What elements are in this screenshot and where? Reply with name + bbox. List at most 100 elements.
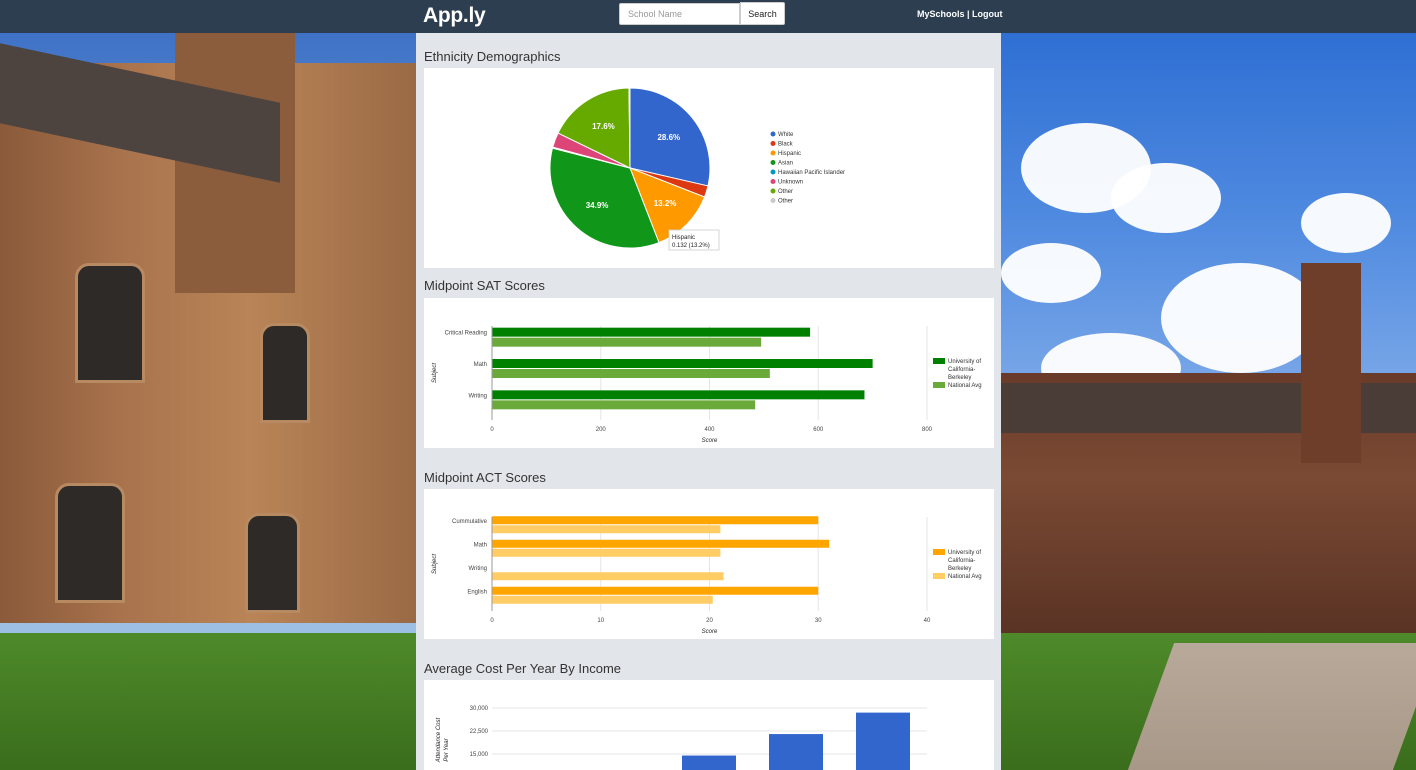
- y-axis-title: Subject: [432, 554, 438, 574]
- act-section-title: Midpoint ACT Scores: [424, 470, 546, 485]
- cost-section-title: Average Cost Per Year By Income: [424, 661, 622, 676]
- legend-label: Other: [778, 189, 793, 195]
- window-2: [260, 323, 310, 423]
- x-tick-label: 40: [924, 618, 931, 624]
- y-tick-label: Critical Reading: [445, 331, 487, 337]
- myschools-link[interactable]: MySchools: [917, 9, 965, 19]
- pie-tooltip-label: Hispanic: [672, 235, 695, 241]
- pie-slice-label: 13.2%: [654, 199, 677, 208]
- bar-school: [492, 516, 819, 525]
- act-chart-panel: 0 10 20 30 40 Cummulative Math Writing English Sc…: [424, 489, 994, 639]
- legend-label: Berkeley: [948, 566, 971, 572]
- pie-slice-label: 28.6%: [657, 133, 680, 142]
- logout-link[interactable]: Logout: [972, 9, 1003, 19]
- bar-school: [492, 359, 873, 368]
- sat-bar-chart: 0 200 400 600 800 Critical Reading Math Writing…: [432, 326, 982, 444]
- cloud-2: [1111, 163, 1221, 233]
- legend-marker: [770, 160, 776, 165]
- y-tick-label: 30,000: [470, 706, 489, 712]
- legend-label: Asian: [778, 161, 793, 167]
- legend-label: California-: [948, 558, 975, 564]
- legend-label: National Avg: [948, 574, 982, 580]
- cost-bar: [682, 755, 736, 770]
- lawn-left: [0, 633, 416, 770]
- legend-label: Other: [778, 199, 793, 205]
- nav-links: MySchools | Logout: [917, 9, 1003, 19]
- cost-chart-panel: 30,000 22,500 15,000 Attendance Cost Per Yea…: [424, 680, 994, 770]
- pie-slice-label: 17.6%: [592, 122, 615, 131]
- sat-section-title: Midpoint SAT Scores: [424, 278, 545, 293]
- background-right-panel: [1001, 33, 1416, 770]
- y-tick-label: Cummulative: [452, 519, 488, 525]
- window-4: [245, 513, 300, 613]
- pie-tooltip-value: 0.132 (13.2%): [672, 243, 710, 249]
- pie-tooltip-box: [668, 229, 720, 251]
- window-1: [75, 263, 145, 383]
- top-navbar: App.ly Search MySchools | Logout: [0, 0, 1416, 33]
- legend-marker: [770, 141, 776, 146]
- legend-label: White: [778, 132, 794, 138]
- y-axis-title-line2: Per Year: [444, 737, 450, 761]
- x-tick-label: 0: [490, 618, 494, 624]
- y-tick-label: Writing: [468, 393, 487, 399]
- y-tick-label: English: [467, 589, 487, 595]
- sat-chart-panel: 0 200 400 600 800 Critical Reading Math Writing…: [424, 298, 994, 448]
- pie-slice-other: [557, 87, 631, 169]
- bar-national: [492, 369, 770, 378]
- cost-bar: [856, 712, 910, 770]
- bar-national: [492, 400, 756, 410]
- search-button[interactable]: Search: [740, 2, 785, 25]
- legend-label: Berkeley: [948, 375, 971, 381]
- bar-national: [492, 595, 713, 604]
- bar-national: [492, 337, 762, 347]
- cloud-5: [1301, 193, 1391, 253]
- brand-logo[interactable]: App.ly: [423, 4, 486, 27]
- legend-label: Hispanic: [778, 151, 801, 157]
- x-tick-label: 0: [490, 427, 494, 433]
- legend-marker: [770, 150, 776, 156]
- ethnicity-pie-chart: 28.6% 13.2% 34.9% 17.6% White Black Hispanic As…: [549, 87, 845, 251]
- ethnicity-chart-panel: 28.6% 13.2% 34.9% 17.6% White Black Hispanic As…: [424, 68, 994, 268]
- pie-slice-asian: [549, 147, 660, 249]
- x-tick-label: 200: [596, 427, 607, 433]
- bar-school: [492, 586, 819, 595]
- act-bar-chart: 0 10 20 30 40 Cummulative Math Writing English Sc…: [432, 516, 982, 635]
- legend-marker: [770, 169, 776, 175]
- y-tick-label: Math: [474, 542, 487, 548]
- school-search-input[interactable]: [619, 3, 740, 25]
- y-axis-title-line1: Attendance Cost: [436, 717, 442, 763]
- bar-national: [492, 525, 721, 534]
- legend-swatch: [933, 549, 945, 555]
- bar-national: [492, 548, 721, 557]
- x-tick-label: 600: [813, 427, 824, 433]
- nav-separator: |: [964, 9, 973, 19]
- cloud-3: [1001, 243, 1101, 303]
- legend-marker: [770, 198, 776, 203]
- x-tick-label: 800: [922, 427, 933, 433]
- legend-marker: [770, 188, 776, 194]
- x-tick-label: 20: [706, 618, 713, 624]
- path: [1127, 643, 1416, 770]
- legend-swatch: [933, 358, 945, 364]
- x-tick-label: 400: [704, 427, 715, 433]
- window-3: [55, 483, 125, 603]
- bar-school: [492, 539, 830, 548]
- legend-label: Hawaiian Pacific Islander: [778, 170, 845, 176]
- y-tick-label: 22,500: [470, 729, 489, 735]
- cost-bar-chart: 30,000 22,500 15,000 Attendance Cost Per Yea…: [436, 706, 927, 770]
- x-axis-title: Score: [702, 629, 718, 635]
- cloud-4: [1161, 263, 1321, 373]
- pie-slice-hispanic: [629, 167, 706, 244]
- legend-label: University of: [948, 550, 981, 556]
- background-left-panel: [0, 33, 416, 770]
- background-photo: [0, 33, 1416, 770]
- y-axis-title: Subject: [432, 363, 438, 383]
- x-tick-label: 30: [815, 618, 822, 624]
- pie-slice-other: [628, 87, 631, 169]
- legend-marker: [770, 179, 776, 184]
- legend-label: University of: [948, 359, 981, 365]
- bar-school: [492, 390, 865, 400]
- legend-label: Unknown: [778, 180, 803, 186]
- cost-bar: [769, 734, 823, 770]
- tower-right: [1301, 263, 1361, 463]
